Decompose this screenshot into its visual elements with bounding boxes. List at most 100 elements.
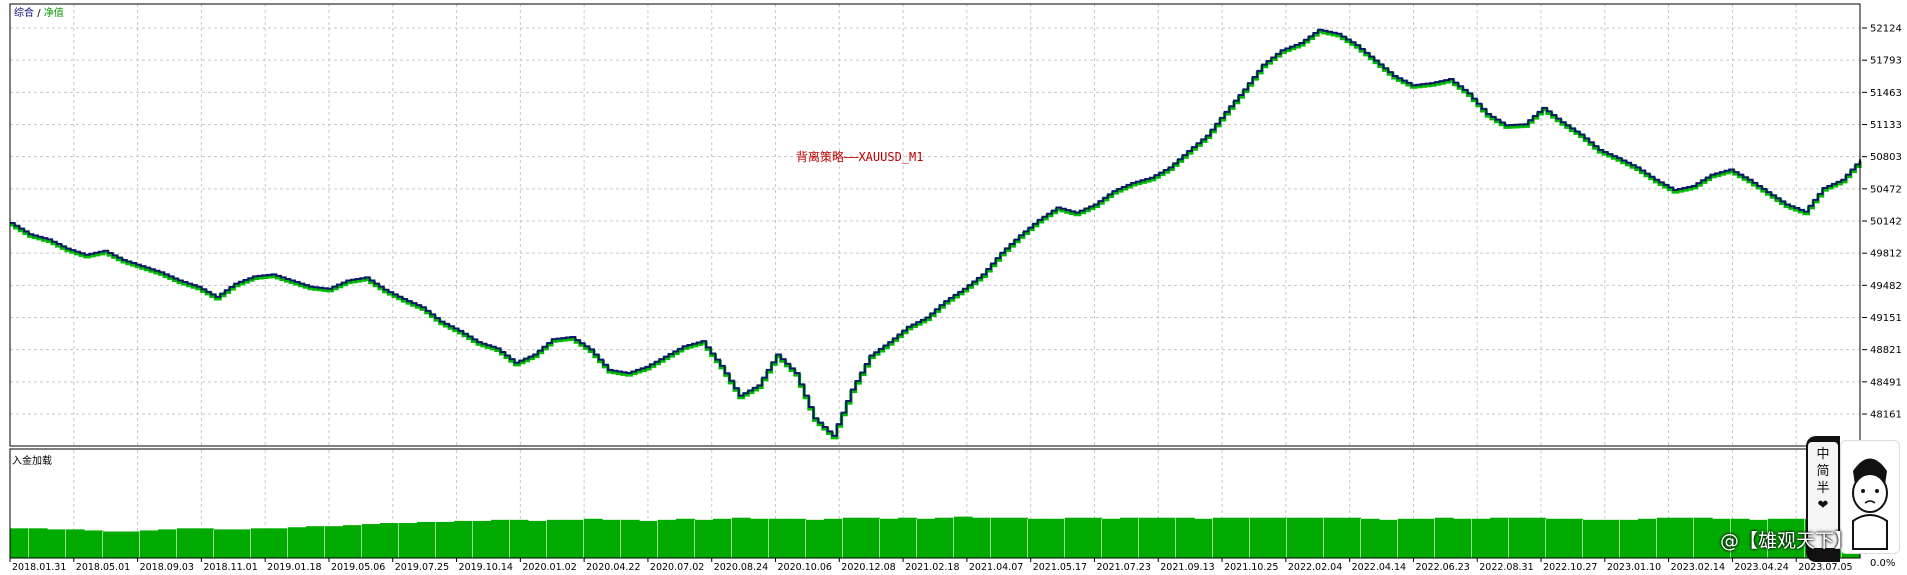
sub-bar	[1712, 518, 1732, 558]
sub-bar	[1545, 518, 1565, 558]
sub-bar	[491, 519, 511, 558]
sub-bar	[1249, 517, 1269, 558]
sub-bar	[768, 518, 788, 558]
y-tick-label: 48491	[1870, 377, 1902, 388]
sub-bar	[1564, 518, 1584, 558]
sub-bar	[398, 523, 418, 558]
sub-bar	[676, 518, 696, 558]
x-tick-label: 2019.07.25	[395, 562, 449, 573]
x-tick-label: 2023.07.05	[1798, 562, 1852, 573]
sub-bar	[121, 531, 141, 558]
sub-bar	[1490, 517, 1510, 558]
sub-bar	[528, 520, 548, 558]
sub-bar	[1046, 518, 1066, 558]
sub-bar	[1342, 517, 1362, 558]
sub-bar	[435, 521, 455, 558]
sub-bar	[1619, 519, 1639, 558]
x-tick-label: 2020.12.08	[841, 562, 895, 573]
y-tick-label: 51793	[1870, 56, 1902, 67]
subchart-bars	[10, 516, 1861, 558]
subchart-percent: 0.0%	[1870, 558, 1896, 569]
y-tick-label: 50472	[1870, 184, 1902, 195]
x-tick-label: 2020.10.06	[778, 562, 832, 573]
y-tick-label: 52124	[1870, 24, 1902, 35]
sub-bar	[287, 527, 307, 558]
main-frame	[9, 3, 1861, 447]
sub-bar	[861, 517, 881, 558]
sub-bar	[639, 520, 659, 558]
x-tick-label: 2022.06.23	[1415, 562, 1469, 573]
sub-bar	[990, 517, 1010, 558]
sub-bar	[1286, 517, 1306, 558]
sub-bar	[1749, 519, 1769, 558]
x-tick-label: 2018.11.01	[203, 562, 257, 573]
sub-bar	[1175, 517, 1195, 558]
sub-bar	[1416, 518, 1436, 558]
sub-bar	[1305, 517, 1325, 558]
sub-bar	[1656, 517, 1676, 558]
x-tick-label: 2021.04.07	[969, 562, 1023, 573]
sub-bar	[1767, 518, 1787, 558]
sub-bar	[213, 529, 233, 558]
sub-bar	[324, 526, 344, 558]
x-tick-label: 2018.05.01	[76, 562, 130, 573]
x-tick-label: 2021.09.13	[1160, 562, 1214, 573]
x-tick-label: 2021.10.25	[1224, 562, 1278, 573]
x-tick-label: 2023.04.24	[1734, 562, 1788, 573]
sub-bar	[417, 521, 437, 558]
mode-left-label[interactable]: 综合	[14, 8, 34, 19]
sub-bar	[1323, 517, 1343, 558]
sub-bar	[176, 528, 196, 558]
sub-bar	[824, 518, 844, 558]
sub-bar	[139, 530, 159, 558]
sub-bar	[1693, 517, 1713, 558]
sub-bar	[583, 518, 603, 558]
sub-bar	[47, 529, 67, 558]
sub-bar	[250, 528, 270, 558]
side-widget-panel[interactable]: 中 简 半 ❤	[1808, 442, 1838, 548]
x-tick-label: 2022.10.27	[1543, 562, 1597, 573]
sub-bar	[1730, 518, 1750, 558]
x-tick-label: 2022.08.31	[1479, 562, 1533, 573]
sub-bar	[1601, 519, 1621, 558]
sub-bar	[472, 520, 492, 558]
subchart-label: 入金加载	[12, 456, 52, 467]
y-tick-label: 49812	[1870, 249, 1902, 260]
sub-bar	[1101, 518, 1121, 558]
sub-bar	[232, 529, 252, 558]
x-tick-label: 2021.02.18	[905, 562, 959, 573]
sub-bar	[750, 518, 770, 558]
sub-bar	[1138, 517, 1158, 558]
sub-bar	[1582, 519, 1602, 558]
sub-bar	[1120, 517, 1140, 558]
sub-bar	[1397, 518, 1417, 558]
equity-line	[10, 28, 1861, 437]
y-tick-label: 51463	[1870, 88, 1902, 99]
x-tick-label: 2019.05.06	[331, 562, 385, 573]
y-axis: 52124 51793 51463 51133 50803 50472 50142 49812…	[1862, 24, 1902, 421]
x-tick-label: 2020.08.24	[714, 562, 768, 573]
y-tick-label: 48821	[1870, 345, 1902, 356]
sub-bar	[1675, 517, 1695, 558]
mode-right-label[interactable]: 净值	[43, 8, 64, 19]
sub-bar	[1471, 518, 1491, 558]
sub-bar	[10, 528, 30, 558]
heart-icon: ❤	[1817, 498, 1829, 513]
sub-bar	[972, 517, 992, 558]
sub-bar	[380, 523, 400, 558]
sub-bar	[1268, 517, 1288, 558]
sub-bar	[1434, 517, 1454, 558]
sub-bar	[158, 529, 178, 558]
x-tick-label: 2019.10.14	[459, 562, 513, 573]
y-tick-label: 48161	[1870, 410, 1902, 421]
sub-bar	[546, 519, 566, 558]
sub-bar	[713, 518, 733, 558]
sub-bar	[509, 519, 529, 558]
x-axis: 2018.01.31 2018.05.01 2018.09.03 2018.11.01…	[9, 558, 1853, 573]
chart-mode-label[interactable]: 综合 / 净值	[14, 4, 64, 19]
y-tick-label: 49482	[1870, 281, 1902, 292]
sub-bar	[1083, 517, 1103, 558]
sub-bar	[787, 518, 807, 558]
side-char-2: 简	[1816, 464, 1830, 479]
sub-bar	[731, 517, 751, 558]
